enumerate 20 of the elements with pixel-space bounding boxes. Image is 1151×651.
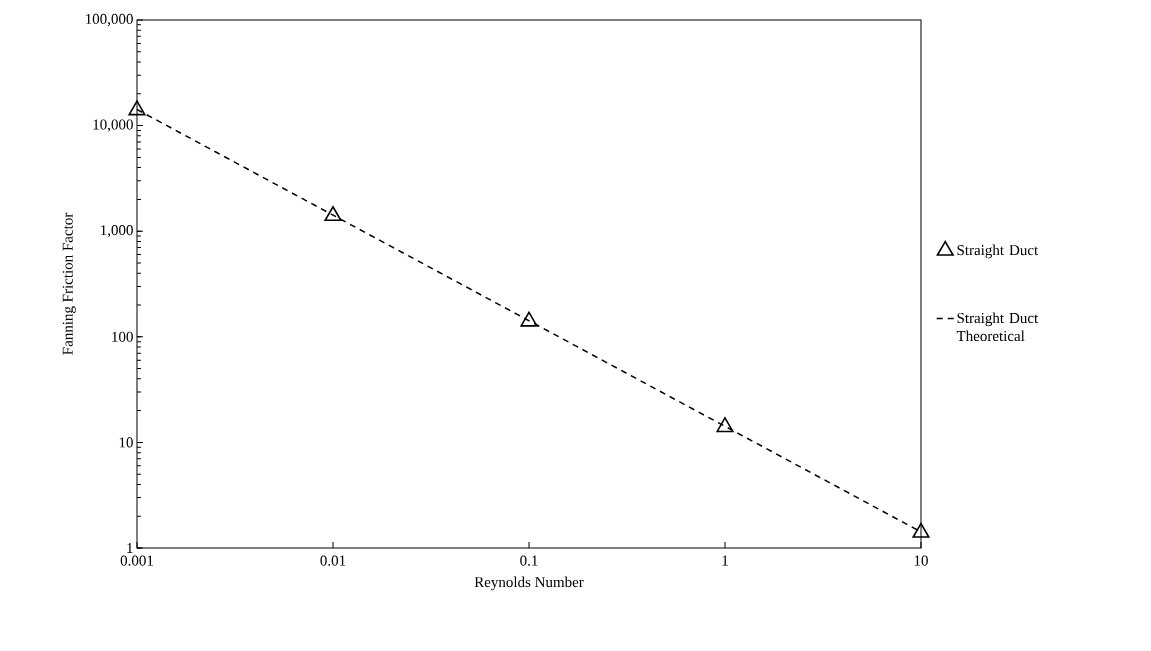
point	[520, 311, 538, 327]
point	[128, 100, 146, 116]
x-tick-label: 0.01	[320, 555, 346, 566]
y-tick-label: 100	[112, 331, 133, 342]
point	[716, 417, 734, 433]
y-tick-label: 100,000	[86, 13, 133, 27]
y-tick-label: 10,000	[93, 119, 133, 132]
y-tick-label: 1	[127, 543, 133, 553]
y-tick-label: 10	[119, 437, 133, 448]
y-axis-title: Fanning Friction Factor	[62, 212, 76, 355]
y-tick-label: 1,000	[101, 225, 133, 238]
legend-label: Straight Duct Theoretical	[956, 312, 1039, 342]
legend-label: Straight Duct	[957, 244, 1039, 259]
x-tick-label: 0.1	[520, 555, 538, 566]
x-tick-label: 1	[722, 555, 728, 566]
x-axis-title: Reynolds Number	[474, 576, 584, 591]
x-tick-label: 10	[914, 555, 928, 566]
point	[324, 205, 342, 222]
point	[912, 522, 930, 538]
x-tick-label: 0.001	[120, 555, 153, 566]
